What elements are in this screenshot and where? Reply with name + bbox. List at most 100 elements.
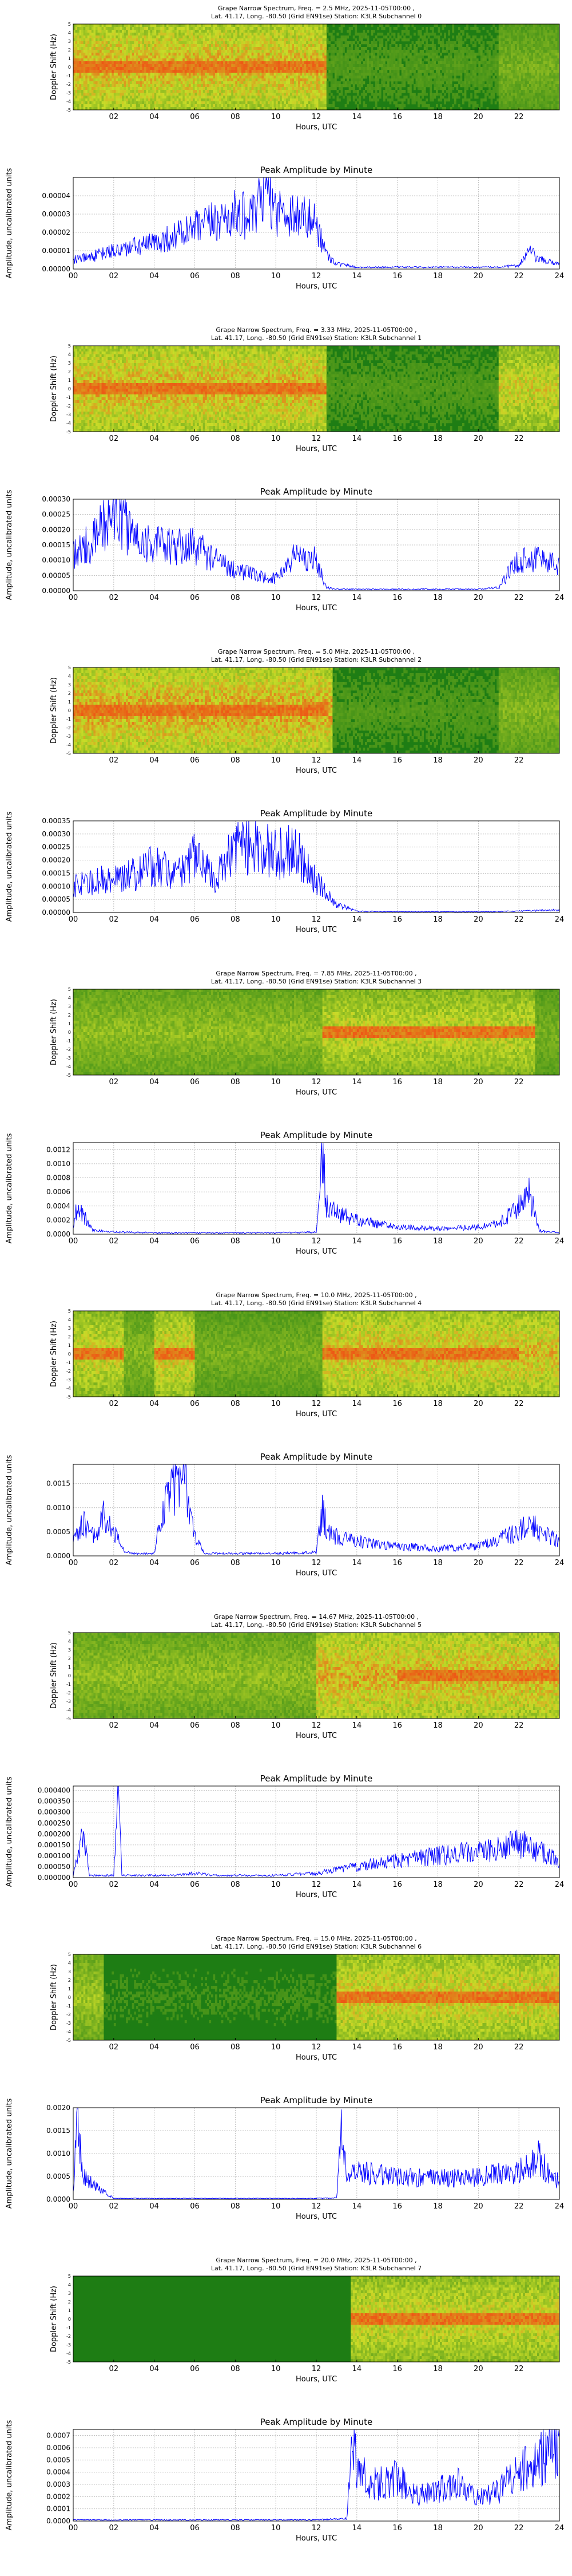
spectrogram-cell xyxy=(260,96,262,98)
spectrogram-cell xyxy=(181,53,183,56)
spectrogram-cell xyxy=(140,73,142,76)
spectrogram-cell xyxy=(136,35,138,38)
spectrogram-cell xyxy=(235,50,237,53)
spectrogram-cell xyxy=(302,93,304,96)
spectrogram-cell xyxy=(132,70,134,73)
spectrogram-cell xyxy=(154,76,157,78)
spectrogram-cell xyxy=(253,47,256,50)
spectrogram-cell xyxy=(215,47,217,50)
spectrogram-cell xyxy=(154,50,157,53)
spectrogram-cell xyxy=(227,67,229,70)
spectrogram-cell xyxy=(252,27,254,30)
spectrogram-cell xyxy=(126,30,128,33)
spectrogram-cell xyxy=(197,41,199,44)
spectrogram-cell xyxy=(276,30,278,33)
spectrogram-cell xyxy=(248,44,250,47)
spectrogram-cell xyxy=(248,84,250,87)
spectrogram-cell xyxy=(160,93,162,96)
spectrogram-cell xyxy=(296,73,299,76)
spectrogram-cell xyxy=(162,61,165,64)
spectrogram-cell xyxy=(195,78,197,81)
spectrogram-cell xyxy=(235,93,237,96)
spectrogram-subtitle: Lat. 41.17, Long. -80.50 (Grid EN91se) S… xyxy=(211,13,422,20)
spectrogram-cell xyxy=(219,84,221,87)
spectrogram-cell xyxy=(177,38,179,41)
spectrogram-cell xyxy=(110,96,112,98)
spectrogram-cell xyxy=(76,87,78,90)
spectrogram-cell xyxy=(294,104,296,107)
spectrogram-cell xyxy=(223,87,225,90)
spectrogram-cell xyxy=(162,35,165,38)
spectrogram-cell xyxy=(245,96,248,98)
spectrogram-cell xyxy=(112,27,114,30)
spectrogram-cell xyxy=(253,24,256,27)
spectrogram-cell xyxy=(158,58,161,61)
spectrogram-cell xyxy=(244,58,246,61)
spectrogram-cell xyxy=(235,90,237,93)
spectrogram-cell xyxy=(207,61,209,64)
spectrogram-cell xyxy=(114,101,116,104)
spectrogram-cell xyxy=(177,73,179,76)
spectrogram-cell xyxy=(260,53,262,56)
spectrogram-cell xyxy=(294,44,296,47)
spectrogram-cell xyxy=(282,38,284,41)
spectrogram-cell xyxy=(89,50,92,53)
spectrogram-cell xyxy=(76,41,78,44)
spectrogram-cell xyxy=(81,104,84,107)
spectrogram-cell xyxy=(166,84,169,87)
spectrogram-cell xyxy=(205,67,207,70)
spectrogram-cell xyxy=(120,78,122,81)
spectrogram-cell xyxy=(225,44,228,47)
spectrogram-cell xyxy=(245,81,248,84)
spectrogram-cell xyxy=(170,93,173,96)
spectrogram-cell xyxy=(197,104,199,107)
spectrogram-cell xyxy=(270,78,272,81)
spectrogram-cell xyxy=(190,67,193,70)
spectrogram-cell xyxy=(178,38,181,41)
spectrogram-cell xyxy=(209,87,211,90)
spectrogram-cell xyxy=(166,61,169,64)
spectrogram-cell xyxy=(154,101,157,104)
spectrogram-cell xyxy=(73,47,76,50)
spectrogram-cell xyxy=(104,44,106,47)
spectrogram-cell xyxy=(102,81,104,84)
spectrogram-cell xyxy=(152,101,154,104)
spectrogram-cell xyxy=(138,67,140,70)
spectrogram-cell xyxy=(221,61,224,64)
spectrogram-cell xyxy=(270,64,272,67)
spectrogram-cell xyxy=(249,56,252,58)
spectrogram-cell xyxy=(146,47,149,50)
spectrogram-cell xyxy=(253,98,256,101)
spectrogram-cell xyxy=(102,76,104,78)
spectrogram-cell xyxy=(193,56,195,58)
spectrogram-cell xyxy=(158,70,161,73)
spectrogram-cell xyxy=(112,70,114,73)
spectrogram-cell xyxy=(174,64,177,67)
spectrogram-cell xyxy=(124,53,126,56)
spectrogram-cell xyxy=(140,33,142,35)
spectrogram-cell xyxy=(215,56,217,58)
spectrogram-cell xyxy=(237,78,240,81)
spectrogram-cell xyxy=(122,64,124,67)
spectrogram-cell xyxy=(162,30,165,33)
spectrogram-cell xyxy=(304,81,307,84)
spectrogram-cell xyxy=(261,96,264,98)
spectrogram-cell xyxy=(211,61,213,64)
spectrogram-cell xyxy=(73,56,76,58)
spectrogram-cell xyxy=(185,50,187,53)
spectrogram-cell xyxy=(160,53,162,56)
spectrogram-cell xyxy=(245,78,248,81)
spectrogram-cell xyxy=(142,90,144,93)
spectrogram-cell xyxy=(213,27,215,30)
spectrogram-cell xyxy=(239,96,241,98)
spectrogram-cell xyxy=(114,61,116,64)
spectrogram-cell xyxy=(278,35,280,38)
spectrogram-cell xyxy=(93,61,96,64)
spectrogram-cell xyxy=(84,73,86,76)
spectrogram-cell xyxy=(253,64,256,67)
spectrogram-cell xyxy=(199,50,201,53)
spectrogram-cell xyxy=(144,53,146,56)
spectrogram-cell xyxy=(182,78,185,81)
spectrogram-cell xyxy=(162,93,165,96)
spectrogram-cell xyxy=(229,50,232,53)
